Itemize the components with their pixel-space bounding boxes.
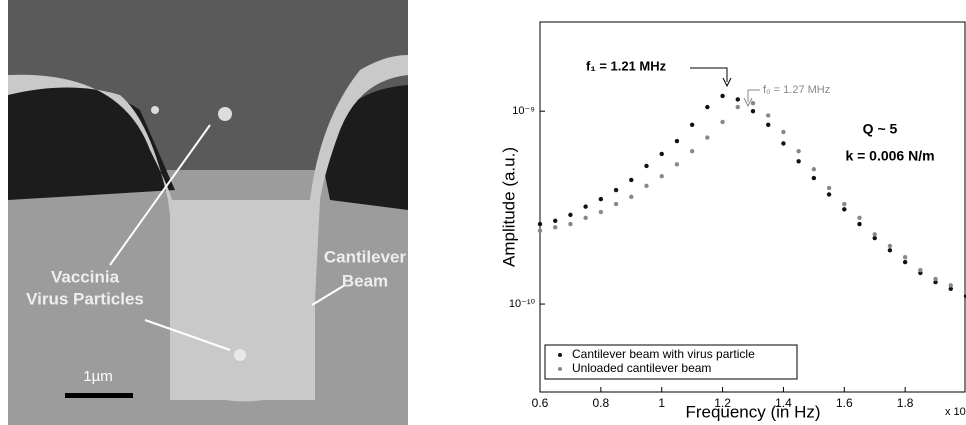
scale-label: 1µm <box>83 368 112 385</box>
data-point <box>598 196 604 202</box>
data-point <box>857 221 862 227</box>
data-point <box>811 167 817 172</box>
x-tick-label: 0.6 <box>532 396 549 410</box>
y-axis-label: Amplitude (a.u.) <box>499 147 518 267</box>
data-point <box>842 207 847 212</box>
sem-image: Vaccinia Virus Particles Cantilever Beam… <box>8 0 408 425</box>
data-point <box>811 175 817 181</box>
data-point <box>933 276 938 282</box>
arrow <box>311 284 346 306</box>
data-point <box>720 93 725 99</box>
data-point <box>796 159 801 164</box>
data-point <box>568 221 573 227</box>
data-point <box>553 218 558 224</box>
data-point <box>598 209 604 215</box>
arrow <box>144 319 231 351</box>
x-axis-label: Frequency (in Hz) <box>685 402 820 421</box>
data-point <box>613 187 619 193</box>
data-point <box>705 104 710 110</box>
arrow <box>109 124 211 266</box>
x-tick-label: 1.2 <box>714 396 731 410</box>
arrow <box>743 89 760 108</box>
data-point <box>583 204 588 209</box>
annotation: k = 0.006 N/m <box>845 148 934 164</box>
data-point <box>887 248 893 253</box>
legend-marker <box>558 367 562 371</box>
legend-label: Unloaded cantilever beam <box>572 361 711 375</box>
x-tick-label: 1 <box>658 396 665 410</box>
data-point <box>857 215 862 221</box>
data-point <box>963 293 966 299</box>
data-point <box>568 212 573 218</box>
x-tick-label: 1.4 <box>775 396 792 410</box>
data-point <box>902 259 908 265</box>
data-point <box>887 243 893 249</box>
data-point <box>583 215 588 221</box>
data-point <box>674 138 680 144</box>
data-point <box>933 279 938 285</box>
data-point <box>705 135 710 140</box>
data-point <box>537 228 543 233</box>
data-point <box>872 232 877 237</box>
sem-label: Vaccinia <box>51 267 120 286</box>
sem-label: Virus Particles <box>26 289 144 308</box>
x-offset-label: x 10 <box>945 406 966 418</box>
data-point <box>553 225 558 230</box>
data-point <box>918 267 923 273</box>
data-point <box>659 174 664 179</box>
data-point <box>644 183 649 189</box>
data-point <box>720 119 725 125</box>
data-point <box>644 163 649 169</box>
annotation: Q ~ 5 <box>863 121 898 137</box>
data-point <box>796 149 801 154</box>
x-tick-label: 1.6 <box>836 396 853 410</box>
arrow <box>690 67 732 88</box>
data-point <box>750 108 756 114</box>
data-point <box>629 177 634 183</box>
y-tick-label: 10⁻⁹ <box>512 105 535 117</box>
data-point <box>842 201 847 207</box>
legend-label: Cantilever beam with virus particle <box>572 347 755 361</box>
data-point <box>781 129 786 135</box>
annotation: f₀ = 1.27 MHz <box>763 84 830 96</box>
data-point <box>872 235 877 241</box>
data-point <box>689 149 695 154</box>
legend-box <box>544 344 798 380</box>
legend-marker <box>558 353 562 357</box>
sem-label: Beam <box>342 271 388 290</box>
data-point <box>963 290 966 295</box>
data-point <box>629 194 634 199</box>
data-point <box>735 97 740 102</box>
data-point <box>735 104 740 110</box>
data-point <box>826 185 832 191</box>
data-point <box>902 254 908 260</box>
data-point <box>537 221 543 227</box>
data-point <box>689 122 695 127</box>
data-point <box>613 201 619 207</box>
data-point <box>659 151 664 157</box>
x-tick-label: 0.8 <box>593 396 610 410</box>
x-tick-label: 1.8 <box>897 396 914 410</box>
data-point <box>674 162 680 167</box>
data-point <box>781 141 786 146</box>
plot-area <box>539 21 966 393</box>
data-point <box>766 113 771 118</box>
sem-label: Cantilever <box>324 247 407 266</box>
data-point <box>766 122 771 127</box>
data-point <box>948 286 953 291</box>
data-point <box>826 192 832 197</box>
y-tick-label: 10⁻¹⁰ <box>509 298 536 310</box>
scale-bar <box>65 393 133 398</box>
annotation: f₁ = 1.21 MHz <box>586 58 667 73</box>
data-point <box>750 101 756 106</box>
data-point <box>948 283 953 288</box>
